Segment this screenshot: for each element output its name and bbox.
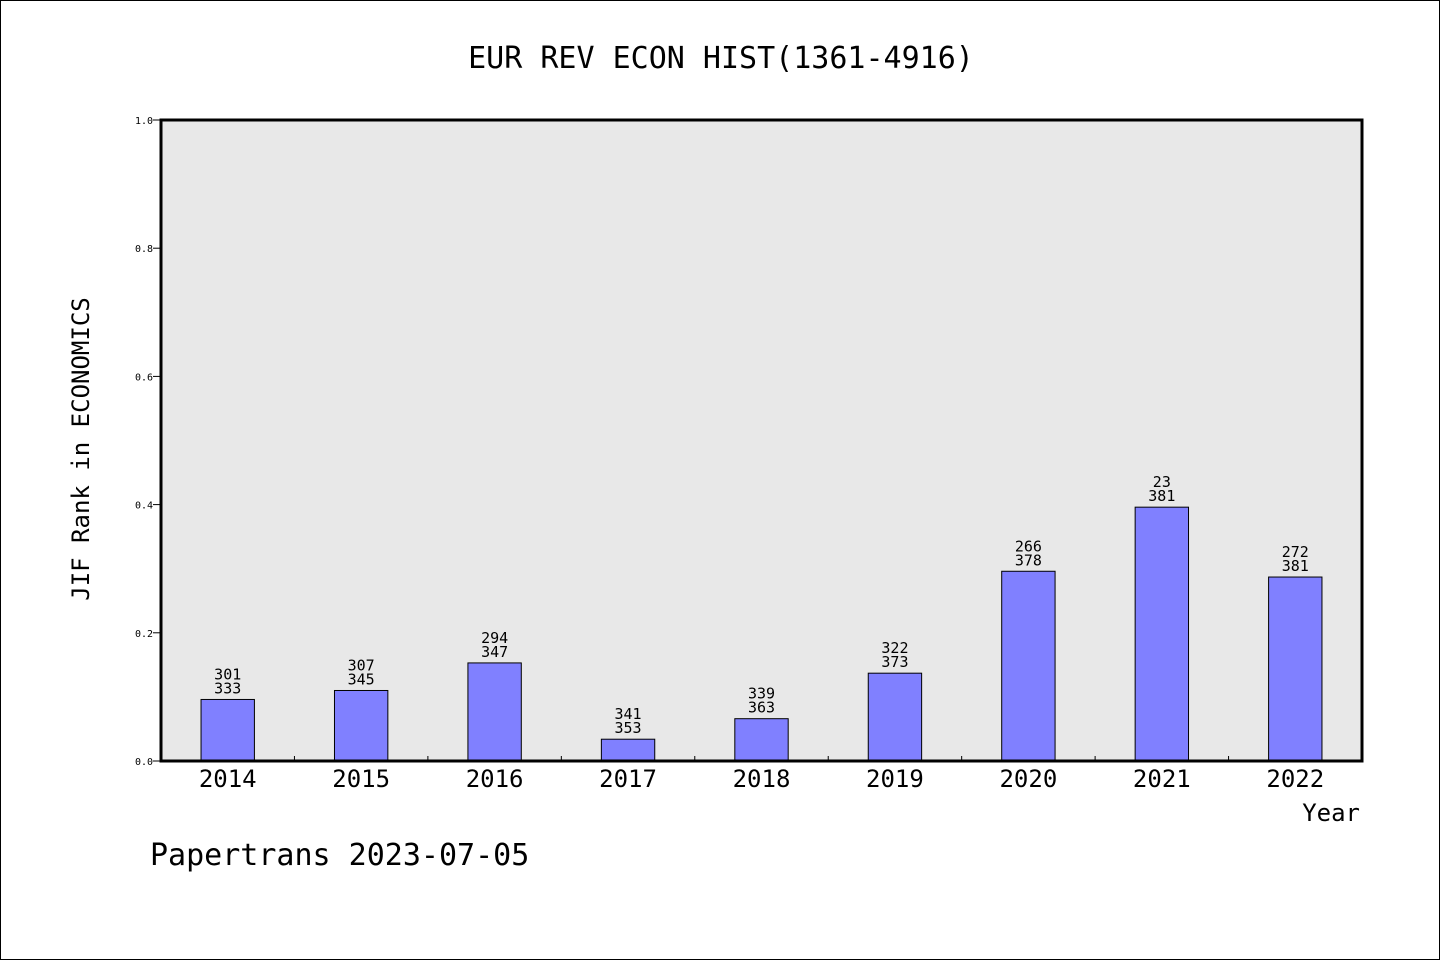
x-tick-label: 2022 xyxy=(1266,765,1324,793)
bar xyxy=(200,698,255,762)
y-tick-label: 0.6 xyxy=(135,372,153,383)
bar xyxy=(1134,506,1190,762)
bar-total-label: 363 xyxy=(748,699,775,717)
x-tick-label: 2021 xyxy=(1133,765,1191,793)
x-tick-label: 2017 xyxy=(599,765,657,793)
bar xyxy=(600,738,656,762)
bar xyxy=(1268,576,1323,762)
bar-total-label: 381 xyxy=(1148,487,1175,505)
y-tick-label: 1.0 xyxy=(135,116,153,127)
x-tick-label: 2016 xyxy=(466,765,524,793)
bar xyxy=(467,662,522,762)
x-tick-label: 2019 xyxy=(866,765,924,793)
bar-total-label: 347 xyxy=(481,643,508,661)
y-axis-label: JIF Rank in ECONOMICS xyxy=(67,297,95,600)
bar-total-label: 345 xyxy=(348,670,375,688)
bar-total-label: 353 xyxy=(615,719,642,737)
x-tick-label: 2015 xyxy=(332,765,390,793)
bar-rank-label: 272 xyxy=(1282,543,1309,561)
bar xyxy=(867,672,923,762)
bar-rank-label: 322 xyxy=(881,639,908,657)
y-tick-label: 0.2 xyxy=(135,629,153,640)
bar-rank-label: 341 xyxy=(615,705,642,723)
footer-text: Papertrans 2023-07-05 xyxy=(150,838,529,873)
y-tick-label: 0.0 xyxy=(135,757,153,768)
bar xyxy=(333,689,389,762)
bar xyxy=(734,718,789,762)
y-tick-label: 0.8 xyxy=(135,244,153,255)
bar-rank-label: 307 xyxy=(348,656,375,674)
bar-total-label: 373 xyxy=(881,653,908,671)
bar-rank-label: 339 xyxy=(748,685,775,703)
bar-total-label: 378 xyxy=(1015,551,1042,569)
y-tick-label: 0.4 xyxy=(135,501,153,512)
bar-total-label: 381 xyxy=(1282,557,1309,575)
bar-total-label: 333 xyxy=(214,679,241,697)
x-tick-label: 2014 xyxy=(199,765,257,793)
bar-rank-label: 266 xyxy=(1015,537,1042,555)
bar-rank-label: 23 xyxy=(1153,473,1171,491)
bar-rank-label: 301 xyxy=(214,665,241,683)
x-tick-label: 2018 xyxy=(733,765,791,793)
bar-rank-label: 294 xyxy=(481,629,508,647)
bar xyxy=(1001,570,1056,762)
plot-border xyxy=(159,118,1364,763)
x-tick-label: 2020 xyxy=(999,765,1057,793)
x-axis-label: Year xyxy=(1302,799,1360,827)
chart-title: EUR REV ECON HIST(1361-4916) xyxy=(468,41,974,76)
